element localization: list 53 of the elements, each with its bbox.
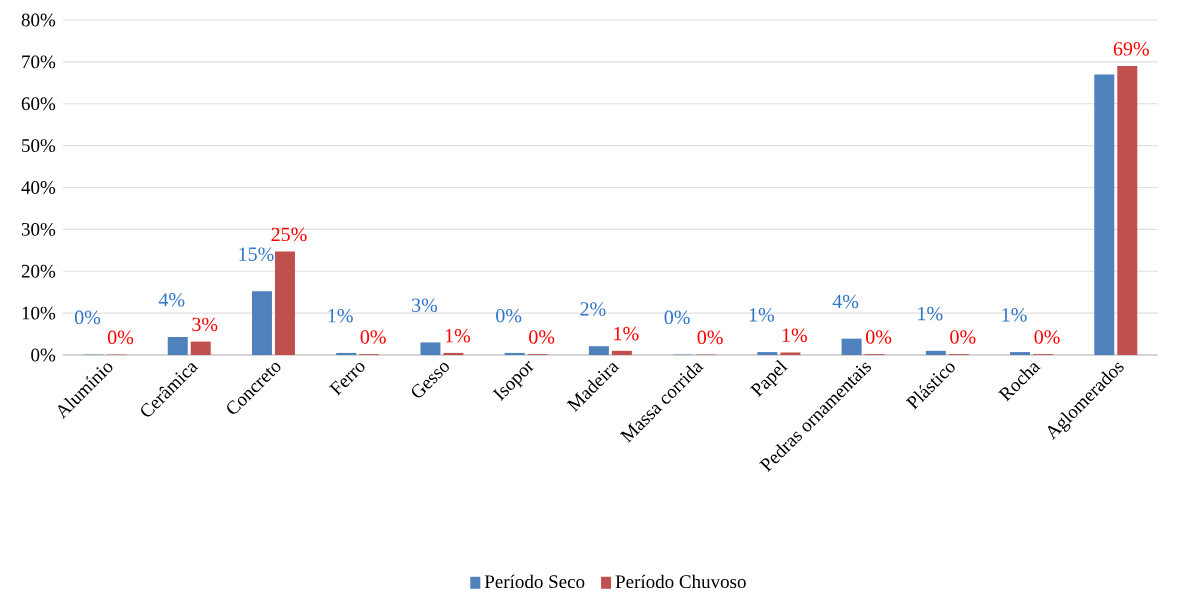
bar	[757, 352, 778, 355]
data-label: 3%	[192, 317, 218, 332]
legend-label: Período Seco	[484, 574, 585, 589]
data-label: 0%	[664, 310, 690, 325]
data-label: 1%	[918, 306, 943, 321]
data-label: 0%	[529, 330, 555, 344]
bar	[925, 350, 946, 355]
y-tick-label: 40%	[21, 181, 56, 194]
bar	[420, 342, 441, 355]
bar	[167, 336, 188, 355]
data-label: 0%	[950, 330, 976, 344]
data-label: 0%	[496, 308, 522, 323]
y-tick-label: 60%	[21, 97, 56, 111]
y-tick-label: 30%	[21, 222, 56, 236]
data-label: 4%	[158, 293, 185, 307]
bar	[336, 352, 357, 355]
data-label: 69%	[1113, 42, 1149, 56]
y-tick-label: 10%	[22, 306, 56, 320]
bar	[611, 350, 632, 355]
data-label: 3%	[412, 298, 438, 313]
bar	[190, 341, 211, 355]
y-tick-label: 70%	[22, 55, 56, 69]
bar	[1094, 74, 1115, 355]
bar	[274, 251, 295, 355]
data-label: 0%	[697, 330, 723, 345]
data-label: 4%	[832, 294, 859, 309]
data-label: 0%	[107, 330, 134, 345]
y-tick-label: 20%	[21, 264, 56, 278]
bar	[1117, 66, 1138, 355]
bar	[251, 291, 272, 355]
data-label: 25%	[271, 227, 307, 242]
data-label: 1%	[749, 308, 775, 322]
y-tick-label: 50%	[22, 139, 56, 153]
data-label: 2%	[580, 302, 606, 316]
bar	[443, 352, 464, 355]
data-label: 0%	[74, 310, 101, 325]
y-tick-label: 80%	[21, 13, 56, 27]
data-label: 1%	[1002, 308, 1027, 322]
data-label: 0%	[1034, 330, 1060, 344]
bar	[780, 352, 801, 355]
data-label: 0%	[866, 330, 892, 344]
data-label: 1%	[328, 308, 353, 323]
bar	[504, 352, 525, 355]
data-label: 1%	[445, 328, 471, 343]
bar	[1010, 352, 1031, 355]
data-label: 0%	[360, 330, 386, 344]
y-tick-label: 0%	[31, 348, 56, 362]
legend-label: Período Chuvoso	[615, 574, 746, 589]
bar	[841, 338, 862, 355]
data-label: 1%	[782, 328, 808, 343]
data-label: 1%	[614, 326, 639, 341]
bar	[588, 346, 609, 355]
data-label: 15%	[239, 247, 274, 261]
